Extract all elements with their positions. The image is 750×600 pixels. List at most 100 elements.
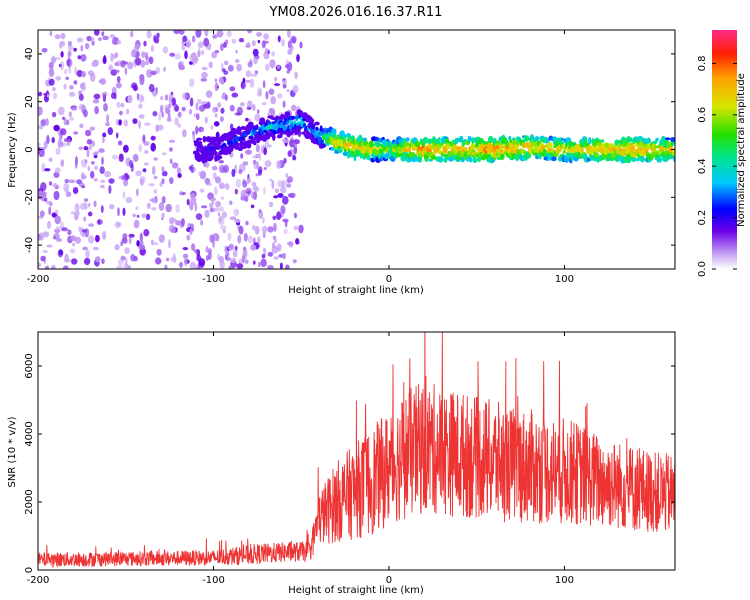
noise-point [65, 76, 69, 81]
noise-point [189, 53, 196, 62]
snr-x-ticks: -200 -100 0 100 [27, 332, 574, 586]
noise-point [225, 250, 230, 258]
noise-point [133, 44, 141, 49]
noise-point [200, 219, 204, 226]
noise-point [277, 193, 284, 198]
noise-point [111, 154, 118, 160]
noise-point [293, 225, 299, 231]
noise-point [277, 93, 283, 99]
noise-point [102, 93, 107, 103]
colorbar-tick-label: 0.8 [697, 55, 708, 71]
noise-point [125, 108, 130, 115]
noise-point [59, 40, 66, 47]
noise-point [247, 30, 252, 34]
ridge-point [438, 157, 444, 163]
noise-point [227, 232, 232, 241]
noise-point [148, 56, 154, 65]
noise-point [42, 250, 48, 253]
noise-point [190, 196, 197, 206]
noise-point [163, 66, 166, 72]
noise-point [200, 128, 204, 132]
snr-frame [37, 331, 676, 571]
x-tick-label: -100 [202, 575, 225, 586]
noise-point [132, 213, 136, 218]
noise-point [281, 38, 285, 47]
noise-point [224, 94, 228, 101]
noise-point [38, 233, 42, 241]
noise-point [262, 247, 266, 253]
noise-point [174, 53, 181, 60]
ridge-point [371, 136, 377, 142]
ridge-point [288, 119, 293, 125]
noise-point [234, 218, 241, 223]
noise-point [234, 59, 240, 63]
noise-point [232, 250, 238, 258]
noise-point [158, 112, 161, 122]
noise-point [201, 205, 208, 209]
noise-point [69, 248, 76, 254]
x-tick-label: -200 [27, 575, 50, 586]
noise-point [41, 196, 45, 202]
ridge-point [417, 142, 421, 146]
noise-point [226, 30, 232, 38]
ridge-point [534, 136, 540, 142]
noise-point [95, 234, 100, 243]
noise-point [67, 229, 72, 236]
noise-point [80, 83, 84, 89]
noise-point [212, 106, 216, 114]
noise-point [169, 158, 173, 164]
ridge-point [652, 140, 658, 144]
ridge-point [408, 146, 412, 153]
noise-point [101, 230, 107, 240]
noise-point [150, 142, 156, 152]
noise-point [118, 119, 122, 126]
noise-point [41, 48, 48, 53]
noise-point [158, 234, 165, 243]
noise-point [151, 207, 157, 211]
noise-point [177, 111, 182, 118]
noise-point [196, 113, 200, 121]
noise-point [282, 218, 289, 223]
spectrogram-y-axis-label: Frequency (Hz) [7, 112, 18, 188]
noise-point [213, 121, 220, 127]
noise-point [114, 62, 119, 67]
noise-point [197, 41, 204, 48]
noise-point [280, 205, 286, 215]
noise-point [236, 63, 242, 72]
noise-point [112, 53, 117, 59]
noise-point [234, 188, 238, 195]
noise-point [87, 235, 95, 244]
colorbar-tick-label: 0.4 [697, 158, 708, 174]
ridge-point [218, 155, 223, 159]
snr-y-ticks: 0 2000 4000 6000 [24, 353, 675, 573]
noise-point [282, 195, 289, 205]
noise-point [209, 234, 214, 243]
noise-point [261, 40, 266, 49]
ridge-point [446, 146, 451, 150]
noise-point [179, 261, 183, 268]
spectrogram-y-ticks: -40 -20 0 20 40 [24, 48, 675, 253]
noise-point [219, 116, 224, 122]
noise-point [287, 241, 294, 246]
noise-scatter [38, 30, 304, 269]
noise-point [177, 173, 182, 178]
y-tick-label: 2000 [24, 489, 35, 514]
noise-point [276, 64, 281, 70]
frequency-ridge [193, 109, 675, 164]
noise-point [287, 40, 292, 49]
noise-point [267, 226, 274, 233]
noise-point [120, 241, 123, 247]
noise-point [80, 44, 84, 52]
noise-point [102, 136, 105, 144]
noise-point [93, 178, 98, 182]
noise-point [292, 259, 297, 264]
ridge-point [515, 154, 519, 162]
noise-point [148, 183, 155, 187]
noise-point [130, 254, 136, 262]
noise-point [161, 212, 165, 219]
noise-point [48, 62, 54, 70]
noise-point [88, 211, 93, 217]
noise-point [143, 229, 150, 237]
ridge-point [630, 156, 637, 162]
noise-point [78, 226, 81, 232]
